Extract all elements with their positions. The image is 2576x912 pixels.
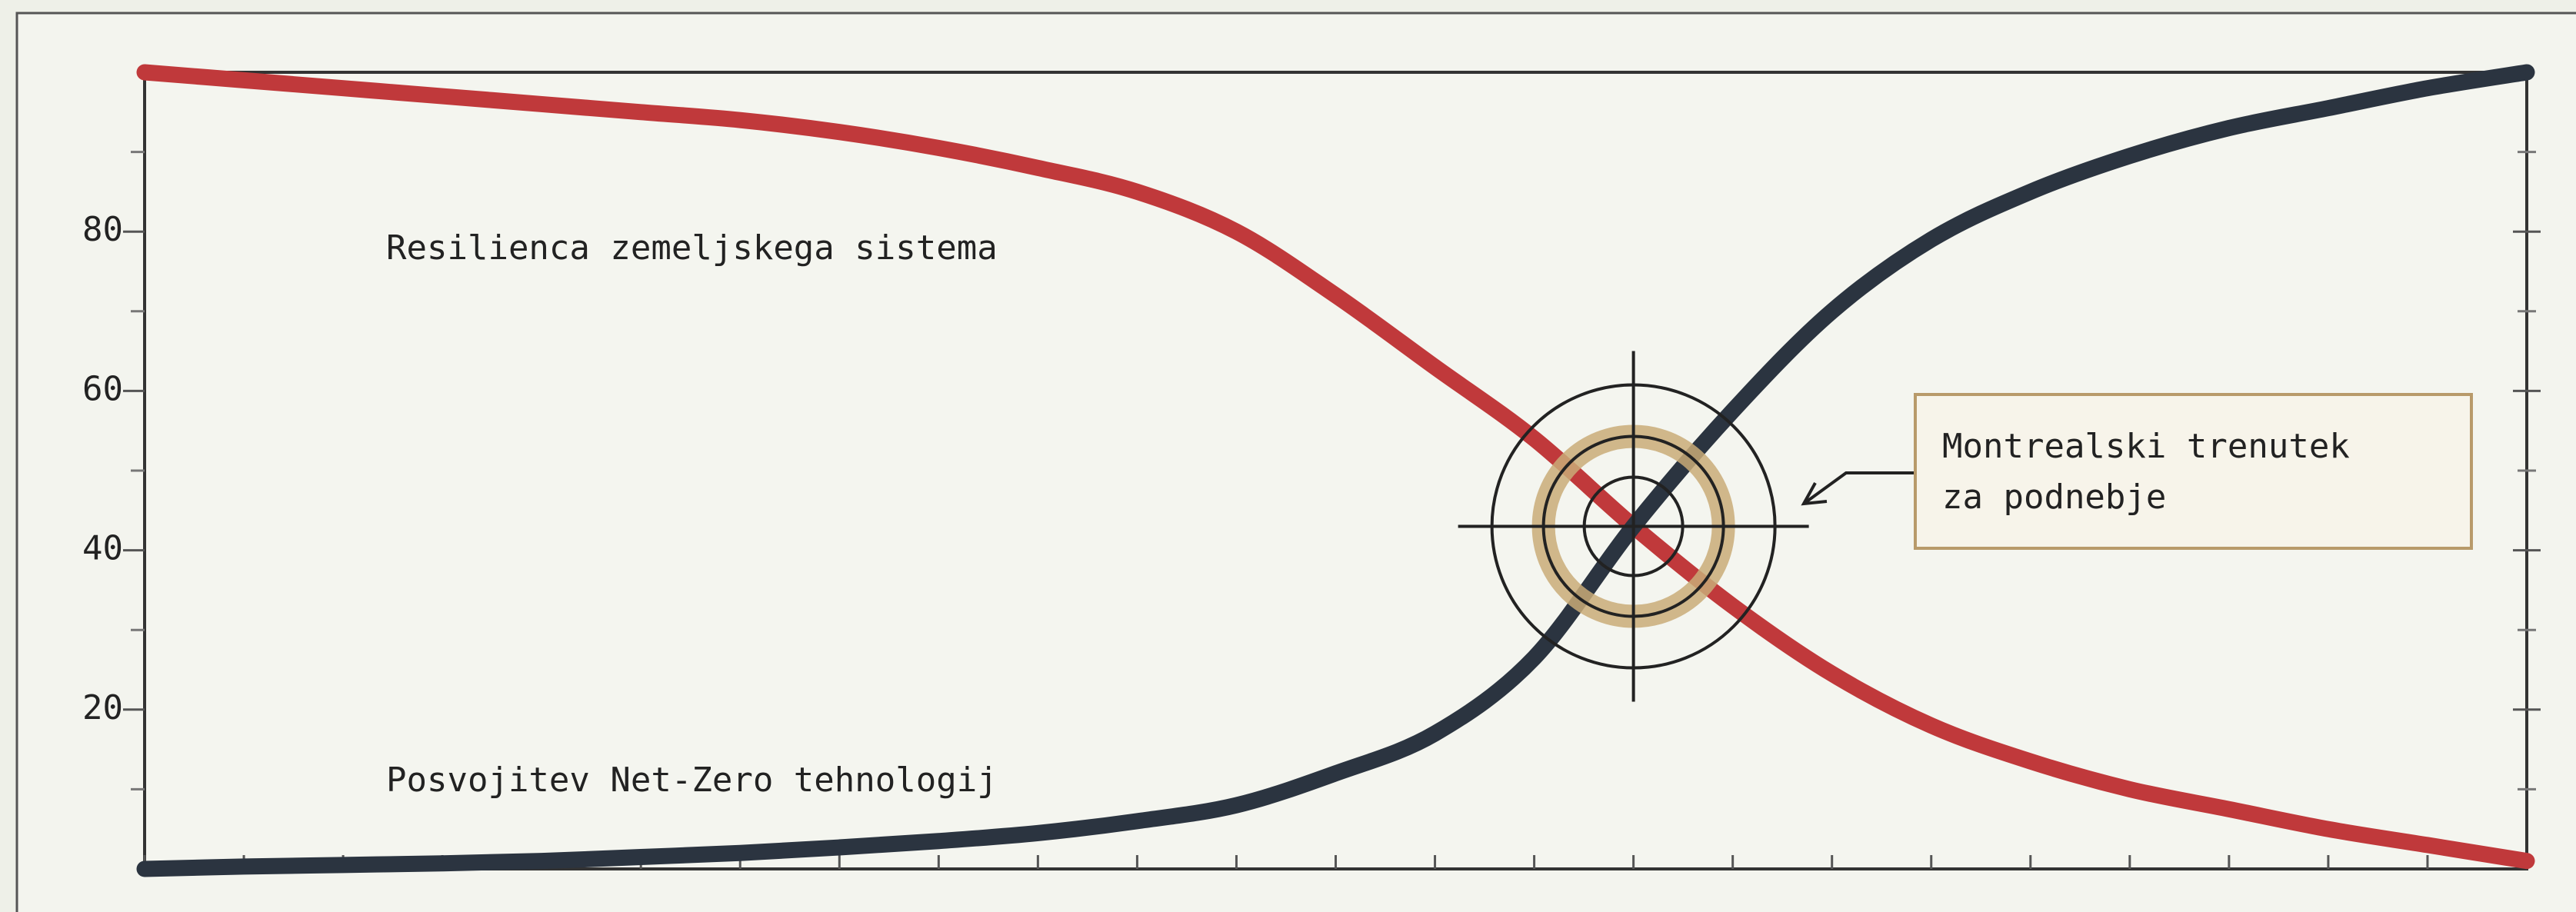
callout-text: Montrealski trenutek (1942, 427, 2350, 466)
y-tick-label: 40 (82, 529, 123, 568)
callout-box (1914, 393, 2473, 550)
series-label: Posvojitev Net-Zero tehnologij (386, 761, 998, 800)
series-line (136, 64, 2535, 877)
series-line (136, 64, 2535, 870)
callout-arrow (1802, 471, 1914, 505)
callout-arrowhead (1801, 482, 1828, 506)
callout-text: za podnebje (1942, 478, 2166, 517)
y-tick-label: 60 (82, 369, 123, 408)
y-tick-label: 80 (82, 210, 123, 249)
y-tick-label: 20 (82, 688, 123, 727)
series-label: Resilienca zemeljskega sistema (386, 228, 998, 268)
